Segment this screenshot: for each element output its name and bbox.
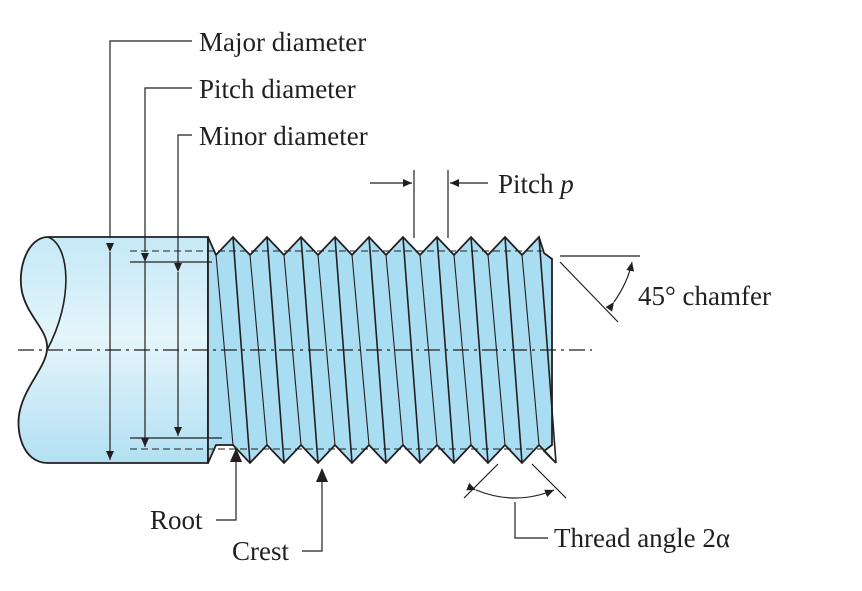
thread-root-line (521, 254, 540, 446)
root-leader (216, 448, 242, 521)
pitch-label: Pitch p (498, 169, 574, 199)
thread-crest-line (266, 236, 285, 464)
root-label: Root (150, 505, 203, 535)
minor-diameter-dimension (174, 134, 192, 436)
thread-crest-line (402, 236, 421, 464)
chamfer-dimension (559, 255, 640, 323)
pitch-dimension (370, 170, 488, 238)
thread-root-line (385, 254, 404, 446)
major-diameter-dimension (106, 40, 192, 460)
thread-crest-line (470, 236, 489, 464)
major-diameter-label: Major diameter (199, 27, 366, 57)
thread-angle-dimension (463, 463, 567, 539)
thread-root-line (317, 254, 336, 446)
thread-crest-line (232, 236, 251, 464)
crest-leader (302, 468, 328, 552)
pitch-diameter-label: Pitch diameter (199, 74, 356, 104)
pitch-diameter-dimension (141, 87, 192, 447)
crest-label: Crest (232, 536, 289, 566)
chamfer-label: 45° chamfer (638, 281, 771, 311)
minor-diameter-label: Minor diameter (199, 121, 368, 151)
thread-angle-label: Thread angle 2α (554, 523, 730, 553)
